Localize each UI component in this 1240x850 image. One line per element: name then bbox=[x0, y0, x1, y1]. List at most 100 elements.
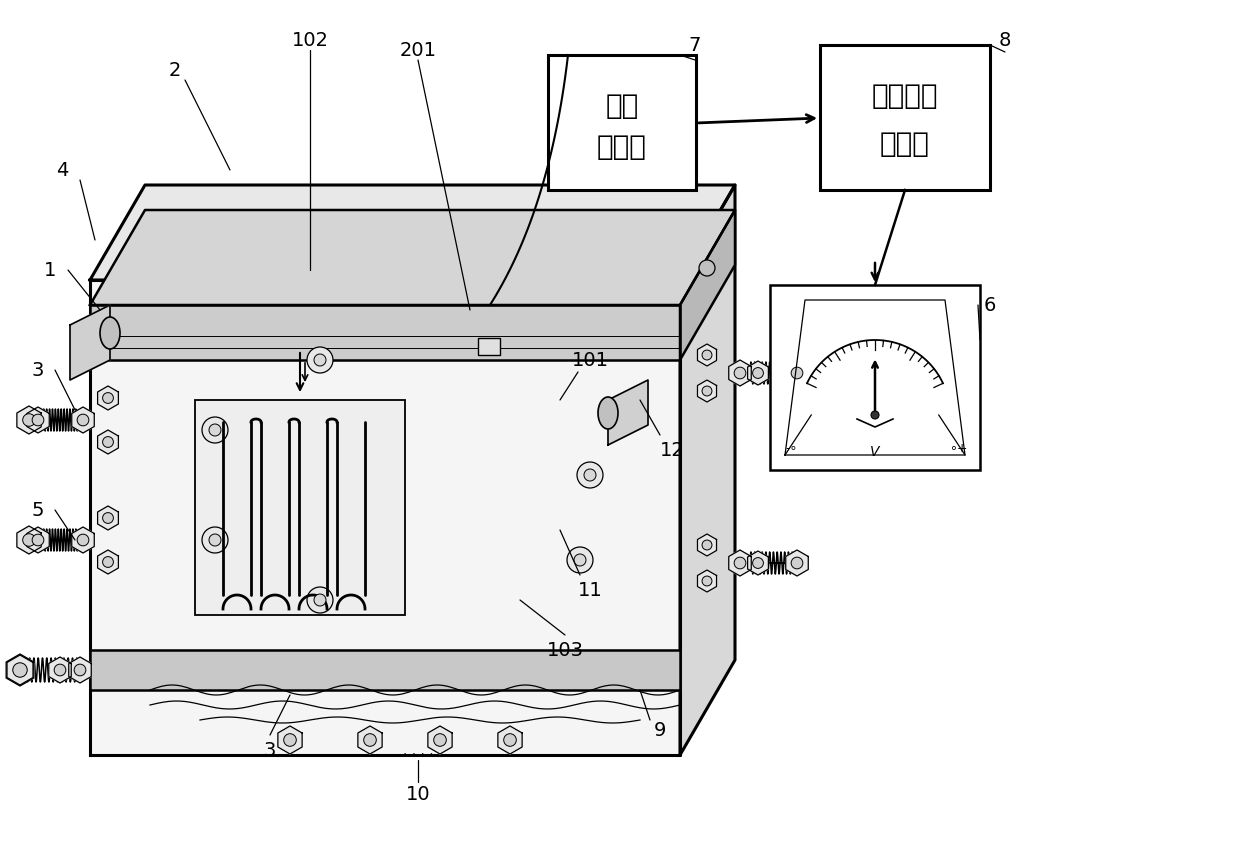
Polygon shape bbox=[27, 407, 50, 433]
Polygon shape bbox=[68, 657, 92, 683]
Polygon shape bbox=[608, 380, 649, 445]
Circle shape bbox=[314, 594, 326, 606]
Text: 4: 4 bbox=[56, 161, 68, 179]
Text: · · · ·: · · · · bbox=[403, 748, 433, 762]
Circle shape bbox=[734, 557, 745, 569]
Text: 201: 201 bbox=[399, 41, 436, 60]
Polygon shape bbox=[72, 407, 94, 433]
Text: 5: 5 bbox=[32, 501, 45, 519]
Circle shape bbox=[14, 663, 27, 677]
Circle shape bbox=[702, 350, 712, 360]
Circle shape bbox=[103, 557, 113, 568]
Circle shape bbox=[791, 557, 802, 569]
Circle shape bbox=[363, 734, 376, 746]
Circle shape bbox=[503, 734, 516, 746]
Polygon shape bbox=[748, 361, 769, 385]
Bar bbox=[770, 285, 980, 470]
Circle shape bbox=[574, 554, 587, 566]
Bar bbox=[548, 55, 696, 190]
Polygon shape bbox=[72, 527, 94, 553]
Polygon shape bbox=[91, 305, 680, 360]
Circle shape bbox=[434, 734, 446, 746]
Circle shape bbox=[22, 414, 35, 427]
Polygon shape bbox=[91, 280, 680, 755]
Polygon shape bbox=[48, 657, 71, 683]
Circle shape bbox=[202, 417, 228, 443]
Polygon shape bbox=[697, 344, 717, 366]
Text: ∘+: ∘+ bbox=[949, 441, 967, 455]
Polygon shape bbox=[358, 726, 382, 754]
Polygon shape bbox=[7, 655, 33, 685]
Circle shape bbox=[202, 527, 228, 553]
Text: 记录仪: 记录仪 bbox=[880, 129, 930, 157]
Polygon shape bbox=[91, 650, 680, 690]
Circle shape bbox=[77, 534, 89, 546]
Text: 10: 10 bbox=[405, 785, 430, 804]
Polygon shape bbox=[729, 550, 751, 576]
Polygon shape bbox=[498, 726, 522, 754]
Text: 103: 103 bbox=[547, 641, 584, 660]
Text: 101: 101 bbox=[572, 350, 609, 370]
Circle shape bbox=[702, 540, 712, 550]
Polygon shape bbox=[428, 726, 453, 754]
Polygon shape bbox=[98, 386, 118, 410]
Circle shape bbox=[567, 547, 593, 573]
Polygon shape bbox=[98, 430, 118, 454]
Polygon shape bbox=[27, 527, 50, 553]
Circle shape bbox=[284, 734, 296, 746]
Circle shape bbox=[210, 534, 221, 546]
Text: -∘: -∘ bbox=[786, 441, 799, 455]
Polygon shape bbox=[6, 654, 33, 686]
Circle shape bbox=[12, 663, 27, 677]
Polygon shape bbox=[697, 380, 717, 402]
Circle shape bbox=[22, 534, 35, 547]
Polygon shape bbox=[91, 185, 735, 280]
Circle shape bbox=[103, 393, 113, 404]
Polygon shape bbox=[17, 406, 41, 434]
Circle shape bbox=[702, 386, 712, 396]
Circle shape bbox=[308, 347, 334, 373]
Polygon shape bbox=[748, 551, 769, 575]
Text: 3: 3 bbox=[264, 740, 277, 760]
Polygon shape bbox=[69, 305, 110, 380]
Polygon shape bbox=[278, 726, 303, 754]
Circle shape bbox=[584, 469, 596, 481]
Text: 2: 2 bbox=[169, 60, 181, 80]
Polygon shape bbox=[729, 360, 751, 386]
Circle shape bbox=[32, 414, 43, 426]
Circle shape bbox=[74, 664, 86, 676]
Polygon shape bbox=[17, 526, 41, 554]
Polygon shape bbox=[91, 210, 735, 305]
Circle shape bbox=[314, 354, 326, 366]
Circle shape bbox=[699, 260, 715, 276]
Polygon shape bbox=[680, 210, 735, 360]
Text: 数显: 数显 bbox=[605, 93, 639, 121]
Text: 12: 12 bbox=[660, 440, 684, 460]
Text: 3: 3 bbox=[32, 360, 45, 379]
Circle shape bbox=[734, 367, 745, 379]
Polygon shape bbox=[680, 185, 735, 755]
Polygon shape bbox=[697, 570, 717, 592]
Polygon shape bbox=[98, 506, 118, 530]
Text: 8: 8 bbox=[998, 31, 1011, 49]
Text: 综合数据: 综合数据 bbox=[872, 82, 939, 110]
Circle shape bbox=[308, 587, 334, 613]
Circle shape bbox=[55, 664, 66, 676]
Polygon shape bbox=[786, 550, 808, 576]
Polygon shape bbox=[98, 550, 118, 574]
Text: 102: 102 bbox=[291, 31, 329, 49]
Bar bbox=[195, 400, 405, 615]
Circle shape bbox=[577, 462, 603, 488]
Polygon shape bbox=[697, 534, 717, 556]
Ellipse shape bbox=[598, 397, 618, 429]
Text: 9: 9 bbox=[653, 721, 666, 740]
Text: 1: 1 bbox=[43, 260, 56, 280]
Circle shape bbox=[702, 576, 712, 586]
Bar bbox=[820, 45, 990, 190]
Circle shape bbox=[103, 437, 113, 447]
Circle shape bbox=[870, 411, 879, 419]
Circle shape bbox=[32, 534, 43, 546]
Text: 7: 7 bbox=[688, 36, 701, 54]
Circle shape bbox=[103, 513, 113, 524]
Circle shape bbox=[753, 558, 764, 569]
